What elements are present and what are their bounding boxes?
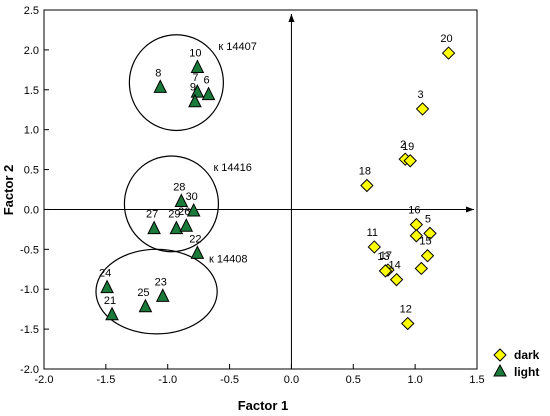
- y-tick-label: 1.0: [24, 125, 39, 137]
- y-tick-label: 0.5: [24, 165, 39, 177]
- clusters: к 14407 к 14416 к 14408: [95, 34, 257, 335]
- cluster-label: к 14407: [218, 41, 256, 53]
- point-label: 13: [377, 251, 389, 263]
- point-label: 6: [203, 75, 209, 87]
- light-point: [155, 288, 170, 302]
- dark-point: [420, 249, 435, 263]
- point-label: 16: [408, 205, 420, 217]
- y-axis-arrow: [288, 14, 295, 22]
- y-tick-label: -1.5: [20, 324, 39, 336]
- light-point: [169, 220, 184, 235]
- point-label: 20: [440, 33, 452, 45]
- point-label: 26: [178, 206, 190, 218]
- legend-dark-label: dark: [514, 348, 540, 362]
- light-point: [153, 79, 168, 93]
- point-label: 21: [104, 295, 116, 307]
- zero-axes: [44, 14, 474, 369]
- point-label: 17: [380, 250, 392, 262]
- dark-point: [367, 240, 382, 254]
- point-label: 2: [400, 139, 406, 151]
- light-point: [174, 193, 189, 207]
- y-tick-label: 2.5: [24, 5, 39, 17]
- dark-point: [414, 261, 429, 276]
- cluster-label: к 14416: [213, 162, 251, 174]
- point-label: 29: [168, 209, 180, 221]
- cluster-ellipse: [95, 248, 218, 335]
- point-label: 27: [146, 209, 158, 221]
- point-label: 5: [425, 213, 431, 225]
- light-point: [190, 245, 205, 259]
- cluster-ellipse: [123, 155, 220, 253]
- point-label: 3: [418, 89, 424, 101]
- point-label: 12: [400, 304, 412, 316]
- x-tick-label: 0.0: [284, 374, 299, 386]
- point-label: 25: [137, 287, 149, 299]
- point-label: 7: [192, 72, 198, 84]
- dark-point: [378, 264, 393, 278]
- light-point: [138, 298, 153, 313]
- y-tick-label: 1.5: [24, 85, 39, 97]
- point-label: 18: [359, 166, 371, 178]
- point-label: 8: [155, 67, 161, 79]
- point-label: 28: [173, 181, 185, 193]
- ticks: -2.0 -1.5 -1.0 -0.5 0.0 0.5 1.0 1.5 -2.0 -1.5 -1.0…: [20, 5, 485, 386]
- y-tick-label: -2.0: [20, 364, 39, 376]
- x-tick-label: -1.0: [158, 374, 177, 386]
- light-point: [105, 306, 119, 321]
- y-tick-label: 0.0: [24, 204, 39, 216]
- cluster-ellipse: [128, 34, 224, 132]
- dark-point: [415, 102, 430, 116]
- dark-point: [423, 226, 437, 241]
- x-tick-label: -1.5: [96, 374, 115, 386]
- dark-point: [401, 316, 415, 331]
- legend-dark-marker: [493, 348, 507, 362]
- light-point: [188, 93, 202, 108]
- dark-point: [409, 229, 424, 243]
- y-axis-title: Factor 2: [1, 165, 16, 216]
- light-point: [186, 202, 201, 217]
- x-tick-label: -0.5: [220, 374, 239, 386]
- light-point: [179, 218, 194, 232]
- x-axis-arrow: [466, 206, 474, 213]
- y-tick-label: -0.5: [20, 244, 39, 256]
- x-tick-label: 0.5: [346, 374, 361, 386]
- point-label: 22: [189, 233, 201, 245]
- light-point: [147, 220, 161, 235]
- legend-light-marker: [493, 363, 507, 377]
- point-label: 19: [402, 141, 414, 153]
- x-tick-label: 1.0: [407, 374, 422, 386]
- light-point: [201, 86, 216, 101]
- point-label: 23: [155, 276, 167, 288]
- light-point: [190, 59, 205, 73]
- light-point: [190, 84, 205, 98]
- legend-light-label: light: [514, 365, 539, 379]
- x-tick-label: 1.5: [469, 374, 484, 386]
- light-point: [100, 279, 114, 294]
- point-label: 14: [388, 260, 400, 272]
- point-label: 24: [99, 268, 111, 280]
- dark-point: [441, 46, 456, 60]
- cluster-label: к 14408: [209, 253, 247, 265]
- x-axis-title: Factor 1: [238, 398, 289, 413]
- dark-point: [389, 272, 404, 287]
- point-label: 11: [367, 227, 378, 239]
- y-tick-label: 2.0: [24, 45, 39, 57]
- point-label: 10: [189, 47, 201, 59]
- dark-point: [360, 178, 374, 193]
- point-label: 15: [419, 236, 431, 248]
- x-tick-label: -2.0: [35, 374, 54, 386]
- legend: dark light: [487, 347, 549, 383]
- point-label: 9: [190, 82, 196, 94]
- plot-frame: [43, 9, 478, 370]
- y-tick-label: -1.0: [20, 284, 39, 296]
- dark-point: [403, 154, 417, 168]
- point-label: 30: [186, 191, 198, 203]
